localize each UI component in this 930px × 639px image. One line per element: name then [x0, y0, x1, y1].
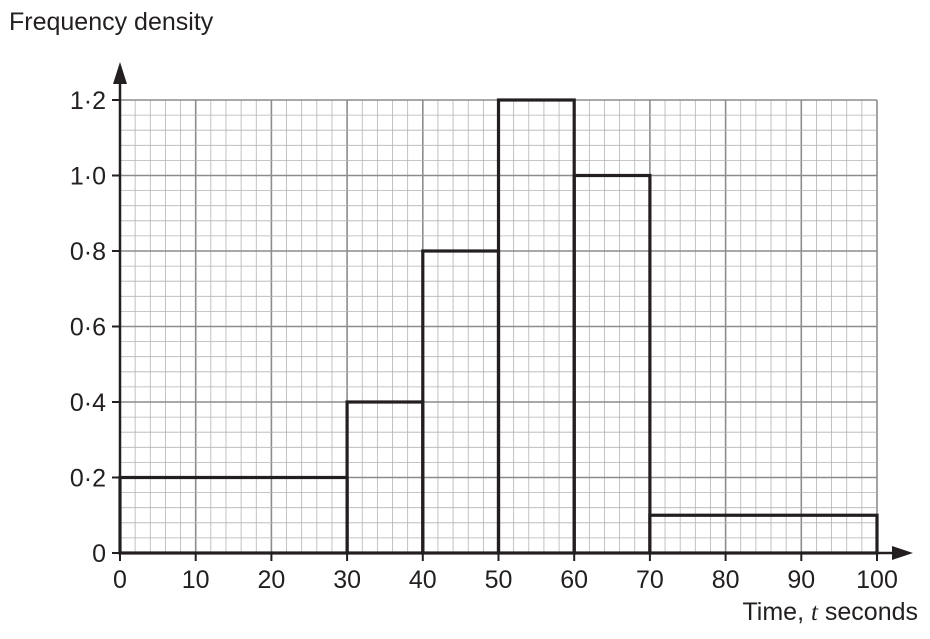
y-tick-label: 0 [92, 540, 106, 568]
y-axis-label: Frequency density [9, 8, 214, 36]
histogram-bar-1 [118, 475, 349, 555]
x-tick-label: 60 [560, 566, 588, 594]
x-axis-label-prefix: Time, [742, 598, 811, 626]
x-axis-label-suffix: seconds [817, 598, 918, 626]
x-axis-arrow [892, 546, 913, 560]
x-tick-label: 80 [712, 566, 740, 594]
y-tick-label: 0·2 [70, 465, 106, 493]
x-tick-label: 20 [257, 566, 285, 594]
x-tick-label: 90 [787, 566, 815, 594]
x-tick-label: 10 [182, 566, 210, 594]
x-tick-label: 100 [856, 566, 898, 594]
y-tick-label: 1·0 [70, 163, 106, 191]
y-axis-arrow [113, 62, 127, 84]
axes [113, 62, 913, 560]
x-tick-label: 50 [485, 566, 513, 594]
y-tick-label: 0·8 [70, 238, 106, 266]
y-tick-label: 0·6 [70, 314, 106, 342]
x-tick-label: 40 [409, 566, 437, 594]
x-tick-label: 0 [113, 566, 127, 594]
x-tick-label: 30 [333, 566, 361, 594]
ticks: 0 10 20 30 40 50 60 70 80 90 100 0 0·2 0·4 0·6 0·8 1·0 1·… [70, 87, 898, 594]
histogram-bar-5 [572, 173, 652, 555]
x-axis-label: Time, t seconds [742, 598, 918, 627]
y-tick-label: 0·4 [70, 389, 106, 417]
x-tick-label: 70 [636, 566, 664, 594]
x-axis-label-variable: t [810, 599, 818, 626]
histogram-bar-6 [648, 513, 879, 555]
y-tick-label: 1·2 [70, 87, 106, 115]
